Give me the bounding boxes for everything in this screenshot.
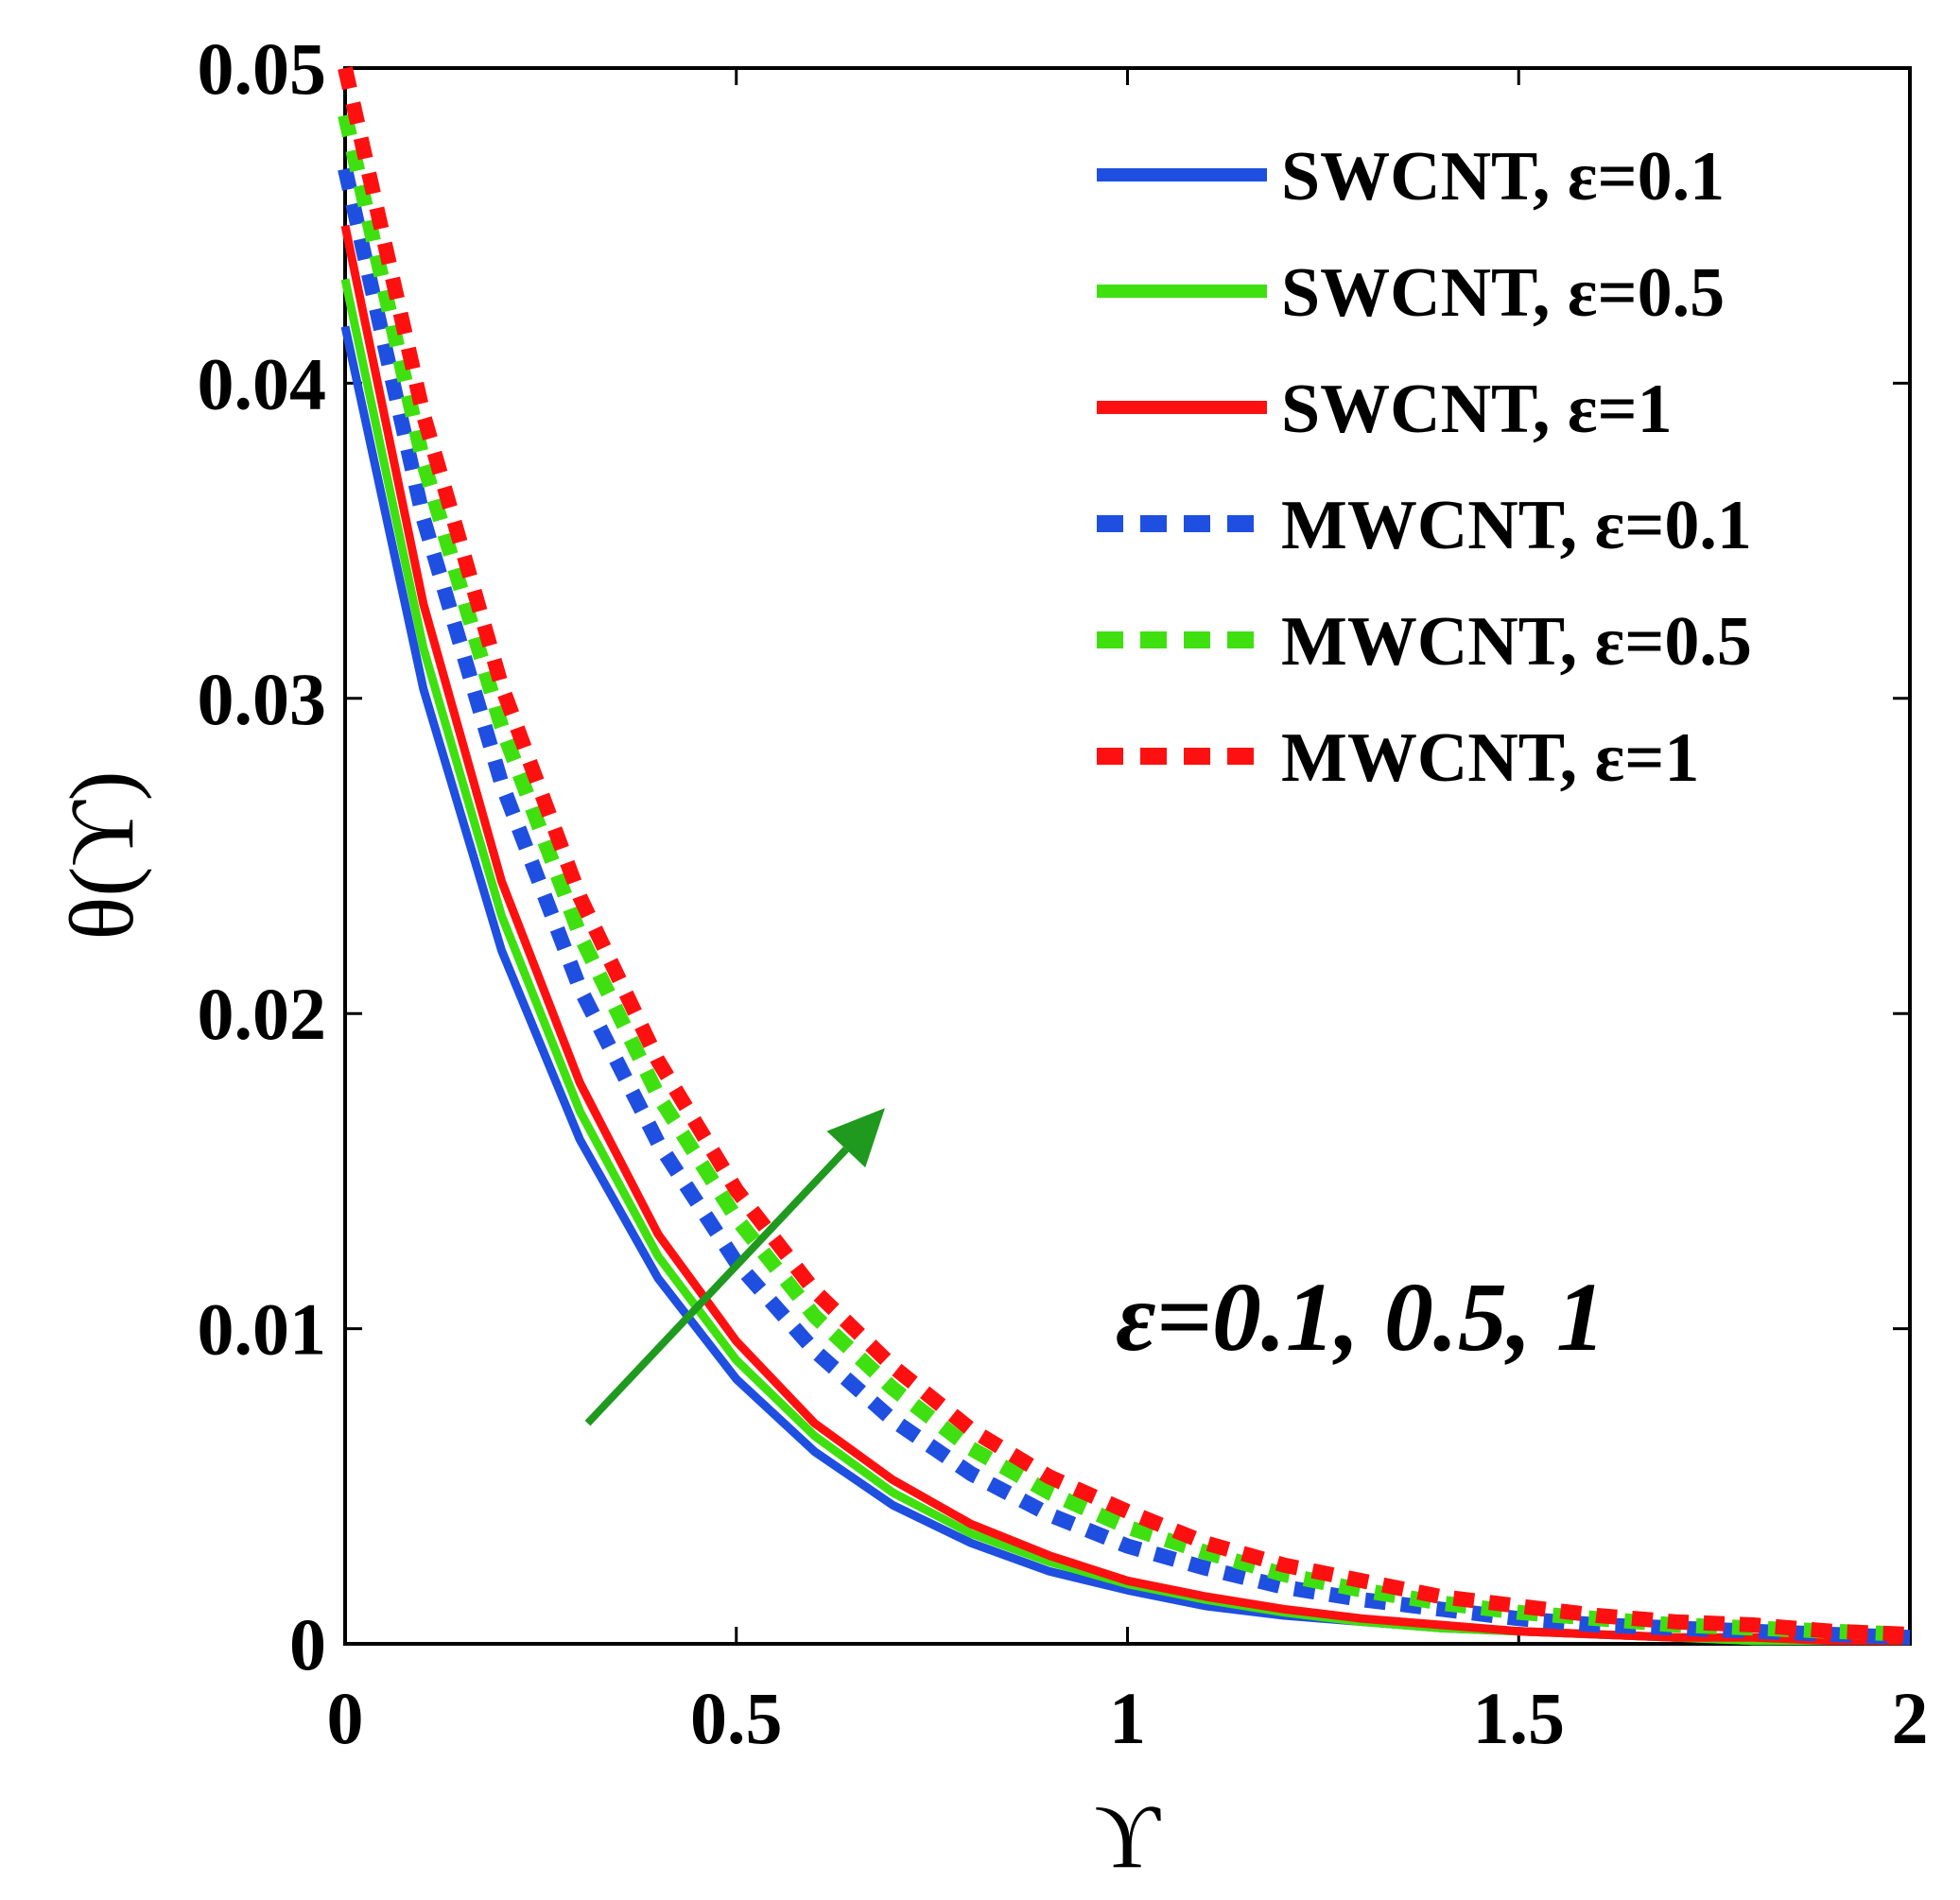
x-tick-label: 1 (1109, 1677, 1146, 1759)
y-tick-label: 0.03 (198, 658, 327, 740)
legend-label-4: MWCNT, ε=0.1 (1281, 487, 1752, 564)
y-axis-label: θ(ϒ) (51, 770, 152, 940)
x-tick-label: 1.5 (1473, 1677, 1566, 1759)
legend-label-6: MWCNT, ε=1 (1281, 719, 1699, 797)
y-tick-label: 0 (289, 1603, 326, 1685)
ticks: 0 0.5 1 1.5 2 0 0.01 0.02 0.03 0.04 0.05 (198, 27, 1929, 1759)
y-tick-label: 0.01 (198, 1288, 327, 1371)
series-group (338, 66, 1911, 1646)
x-tick-label: 2 (1892, 1677, 1929, 1759)
series-line-4 (338, 166, 1911, 1646)
x-tick-label: 0 (327, 1677, 364, 1759)
legend-label-2: SWCNT, ε=0.5 (1281, 254, 1725, 332)
annotation-arrow-head (826, 1108, 885, 1168)
legend-label-3: SWCNT, ε=1 (1281, 371, 1673, 448)
annotation-group: ε=0.1, 0.5, 1 (584, 1108, 1605, 1426)
series-line-5 (338, 113, 1911, 1642)
legend: SWCNT, ε=0.1 SWCNT, ε=0.5 SWCNT, ε=1 MWCNT,… (1097, 138, 1752, 797)
series-line-3 (340, 224, 1910, 1646)
annotation-text: ε=0.1, 0.5, 1 (1116, 1263, 1605, 1372)
y-tick-label: 0.02 (198, 973, 327, 1055)
annotation-arrow-shaft (584, 1147, 849, 1426)
series-line-6 (338, 66, 1911, 1642)
y-tick-label: 0.05 (198, 27, 327, 110)
y-tick-label: 0.04 (198, 342, 327, 424)
legend-label-1: SWCNT, ε=0.1 (1281, 138, 1725, 216)
x-axis-label: ϒ (1094, 1786, 1161, 1887)
legend-label-5: MWCNT, ε=0.5 (1281, 603, 1752, 681)
x-tick-label: 0.5 (690, 1677, 783, 1759)
